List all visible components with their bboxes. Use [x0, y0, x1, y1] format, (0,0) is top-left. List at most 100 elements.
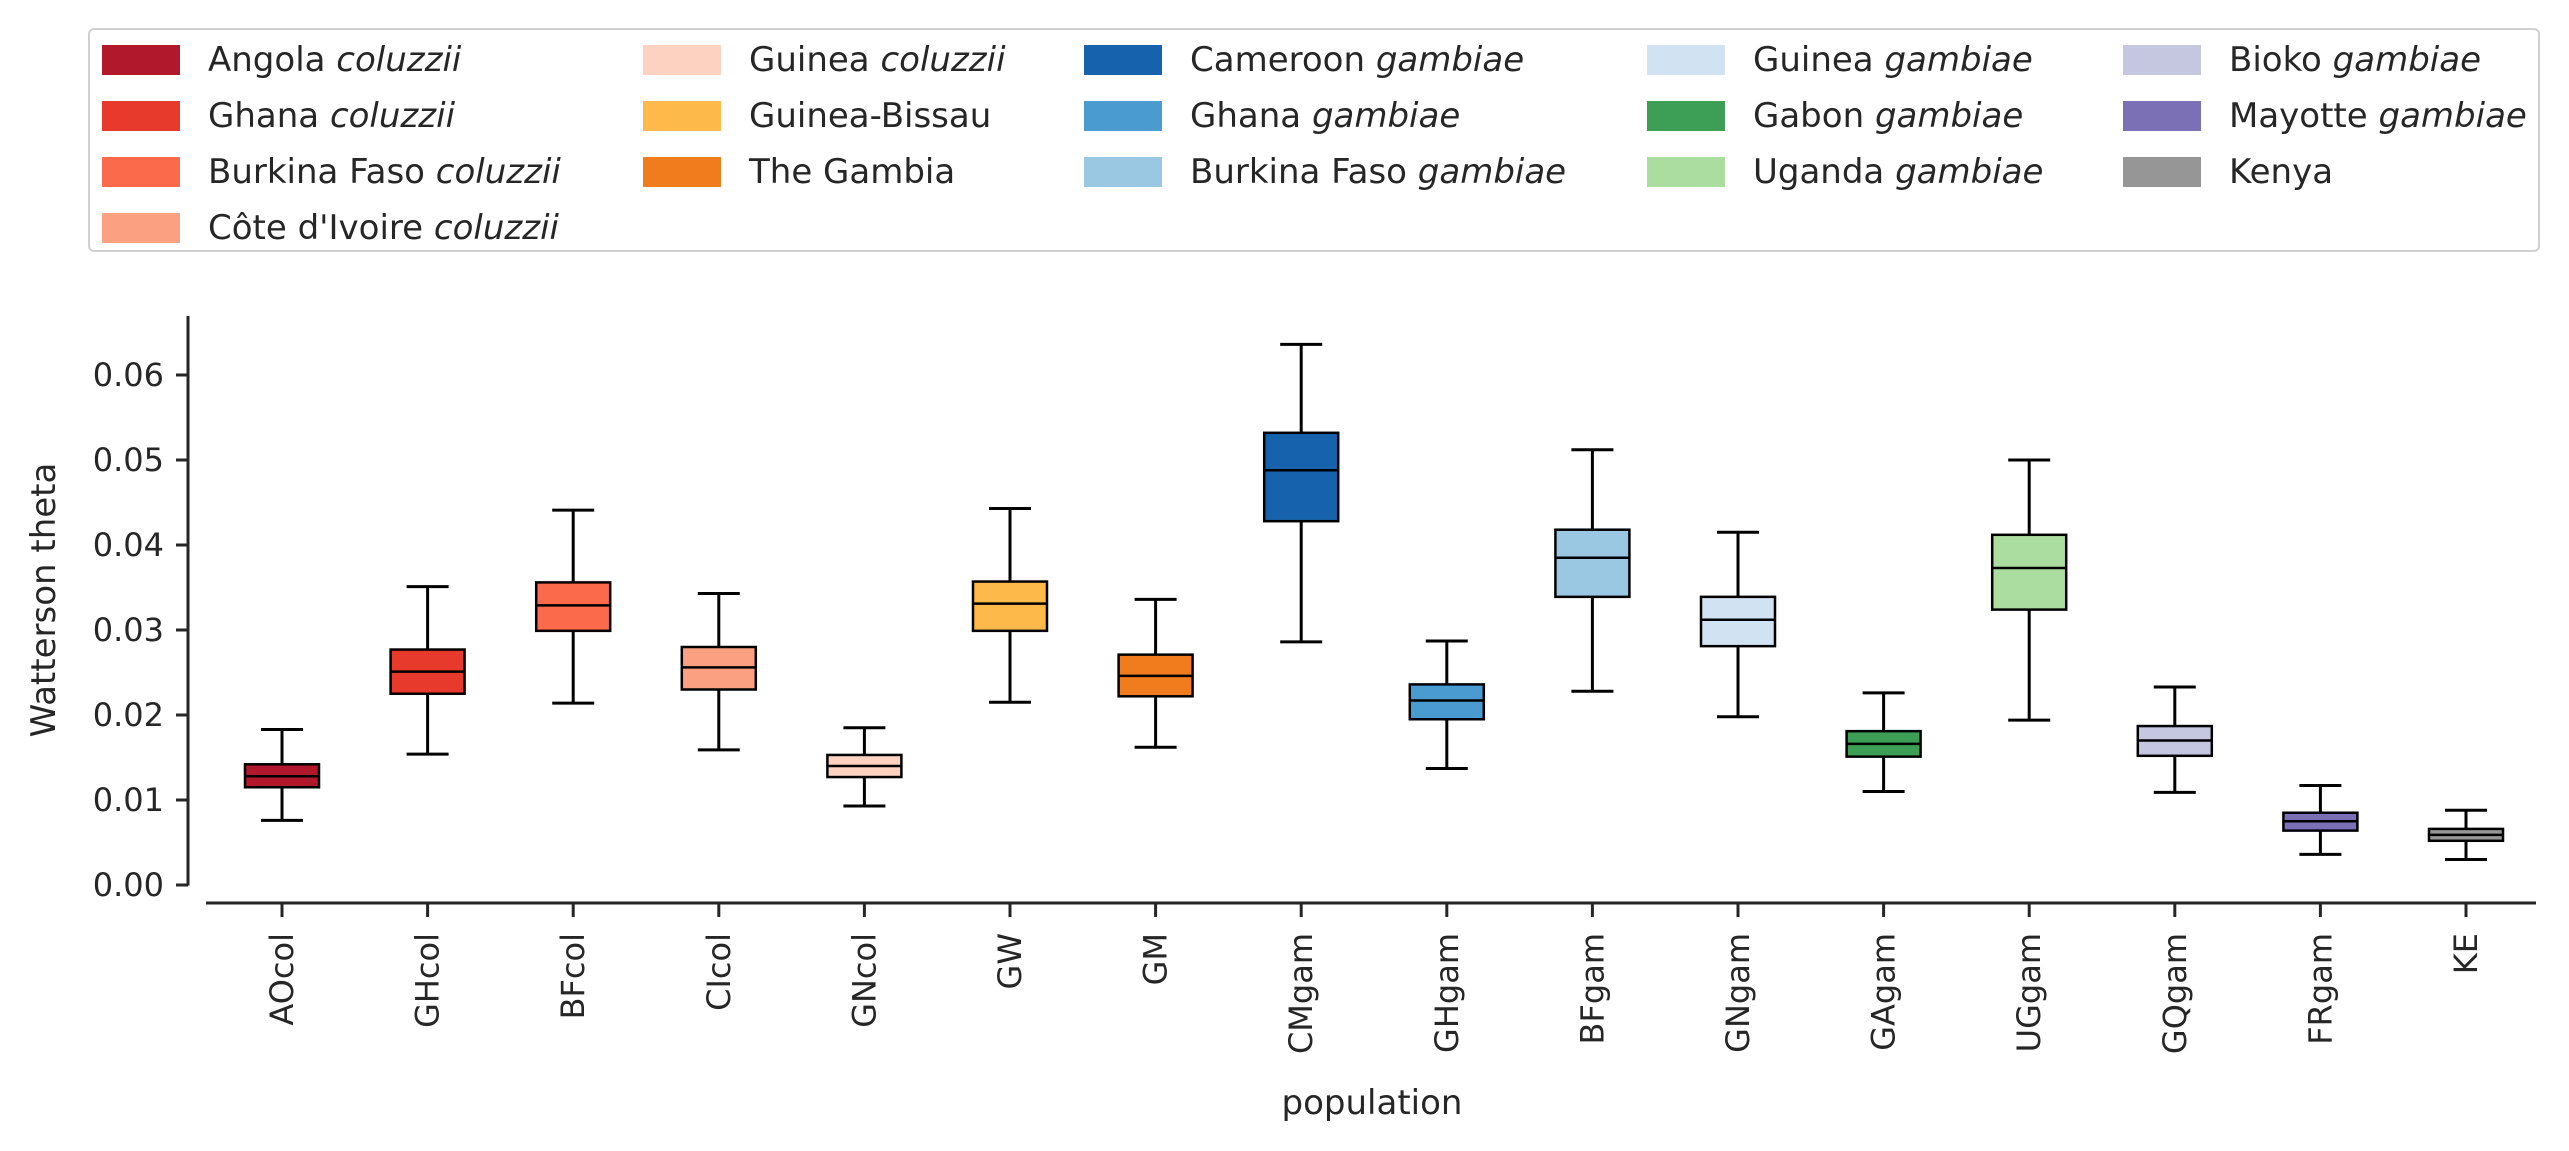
- legend-place: Guinea: [1753, 40, 1874, 80]
- iqr-box: [1408, 683, 1486, 721]
- legend-place: Burkina Faso: [208, 152, 425, 192]
- legend-entry: Uganda gambiae: [1647, 152, 2043, 192]
- legend-taxon: gambiae: [1311, 96, 1461, 136]
- legend-swatch: [2123, 101, 2201, 131]
- x-axis-title: population: [1282, 1083, 1463, 1123]
- legend-swatch: [643, 157, 721, 187]
- legend-label: Burkina Faso coluzzii: [208, 152, 561, 192]
- legend-swatch: [102, 157, 180, 187]
- legend-label: Ghana gambiae: [1190, 96, 1460, 136]
- legend-taxon: coluzzii: [336, 40, 462, 80]
- legend-label: Bioko gambiae: [2229, 40, 2481, 80]
- legend-label: Kenya: [2229, 152, 2333, 192]
- legend-place: Bioko: [2229, 40, 2322, 80]
- legend-swatch: [643, 101, 721, 131]
- iqr-box: [1699, 595, 1777, 648]
- iqr-box: [971, 580, 1049, 633]
- legend-place: Cameroon: [1190, 40, 1365, 80]
- legend: Angola coluzzii Ghana coluzzii Burkina Fas…: [88, 28, 2540, 252]
- x-tick-label: GAgam: [1865, 933, 1903, 1051]
- legend-entry: Guinea-Bissau: [643, 96, 991, 136]
- x-tick-label: FRgam: [2301, 933, 2339, 1045]
- x-tick-label: GW: [991, 933, 1029, 989]
- y-tick-label: 0.02: [93, 696, 164, 734]
- box-FRgam: [2282, 784, 2359, 856]
- legend-taxon: coluzzii: [329, 96, 456, 136]
- legend-place: Côte d'Ivoire: [208, 208, 424, 248]
- legend-place: Mayotte: [2229, 96, 2368, 136]
- legend-swatch: [1084, 101, 1162, 131]
- legend-swatch: [1647, 101, 1725, 131]
- legend-entry: Côte d'Ivoire coluzzii: [102, 208, 559, 248]
- legend-entry: Bioko gambiae: [2123, 40, 2481, 80]
- legend-place: Kenya: [2229, 152, 2334, 192]
- x-tick-label: BFcol: [554, 933, 592, 1019]
- box-BFgam: [1554, 448, 1631, 693]
- legend-swatch: [102, 213, 180, 243]
- legend-taxon: gambiae: [2332, 40, 2481, 80]
- legend-taxon: coluzzii: [435, 152, 561, 192]
- box-GM: [1117, 597, 1194, 749]
- legend-place: Burkina Faso: [1190, 152, 1407, 192]
- legend-place: Ghana: [208, 96, 320, 136]
- box-GQgam: [2136, 685, 2214, 794]
- y-tick-label: 0.04: [93, 526, 164, 564]
- box-GHgam: [1408, 639, 1486, 771]
- x-tick-label: AOcol: [263, 933, 301, 1026]
- legend-place: Ghana: [1190, 96, 1302, 136]
- legend-label: Burkina Faso gambiae: [1190, 152, 1566, 192]
- legend-label: Gabon gambiae: [1753, 96, 2023, 136]
- x-tick-label: BFgam: [1573, 933, 1611, 1044]
- y-tick-label: 0.00: [93, 866, 164, 904]
- box-GNcol: [826, 726, 903, 808]
- legend-entry: Guinea gambiae: [1647, 40, 2033, 80]
- x-tick-label: CIcol: [700, 933, 738, 1011]
- y-axis: 0.00 0.01 0.02 0.03 0.04 0.05 0.06: [93, 316, 190, 904]
- box-CIcol: [680, 591, 758, 752]
- legend-label: Cameroon gambiae: [1190, 40, 1524, 80]
- legend-taxon: gambiae: [1884, 40, 2033, 80]
- legend-entry: The Gambia: [643, 152, 955, 192]
- legend-entry: Ghana coluzzii: [102, 96, 455, 136]
- box-KE: [2427, 808, 2505, 861]
- legend-swatch: [102, 101, 180, 131]
- x-tick-label: CMgam: [1282, 933, 1320, 1054]
- iqr-box: [1990, 533, 2068, 611]
- legend-swatch: [2123, 45, 2201, 75]
- x-tick-label: GNgam: [1719, 933, 1757, 1053]
- legend-swatch: [1647, 45, 1725, 75]
- y-tick-label: 0.03: [93, 611, 164, 649]
- legend-place: Uganda: [1753, 152, 1885, 192]
- box-GW: [971, 506, 1049, 704]
- legend-label: Guinea-Bissau: [749, 96, 991, 136]
- box-BFcol: [534, 508, 612, 705]
- legend-taxon: gambiae: [1375, 40, 1525, 80]
- legend-swatch: [102, 45, 180, 75]
- box-UGgam: [1990, 458, 2068, 722]
- x-tick-label: GHcol: [409, 933, 447, 1028]
- legend-taxon: gambiae: [1874, 96, 2024, 136]
- x-tick-label: GQgam: [2156, 933, 2194, 1054]
- y-axis-title: Watterson theta: [24, 463, 64, 738]
- legend-place: Guinea-Bissau: [749, 96, 992, 136]
- legend-entry: Burkina Faso gambiae: [1084, 152, 1566, 192]
- box-GHcol: [389, 585, 466, 756]
- legend-swatch: [2123, 157, 2201, 187]
- iqr-box: [1554, 528, 1631, 599]
- legend-place: Gabon: [1753, 96, 1865, 136]
- legend-taxon: coluzzii: [880, 40, 1006, 80]
- iqr-box: [1262, 431, 1340, 523]
- box-AOcol: [243, 727, 321, 822]
- legend-entry: Guinea coluzzii: [643, 40, 1006, 80]
- x-tick-label: GNcol: [845, 933, 883, 1028]
- legend-entry: Gabon gambiae: [1647, 96, 2023, 136]
- legend-taxon: gambiae: [2378, 96, 2527, 136]
- box-CMgam: [1262, 342, 1340, 644]
- x-tick-label: KE: [2447, 933, 2485, 974]
- legend-entry: Burkina Faso coluzzii: [102, 152, 561, 192]
- legend-place: Guinea: [749, 40, 870, 80]
- legend-label: The Gambia: [749, 152, 955, 192]
- box-GAgam: [1845, 691, 1922, 793]
- legend-taxon: coluzzii: [433, 208, 559, 248]
